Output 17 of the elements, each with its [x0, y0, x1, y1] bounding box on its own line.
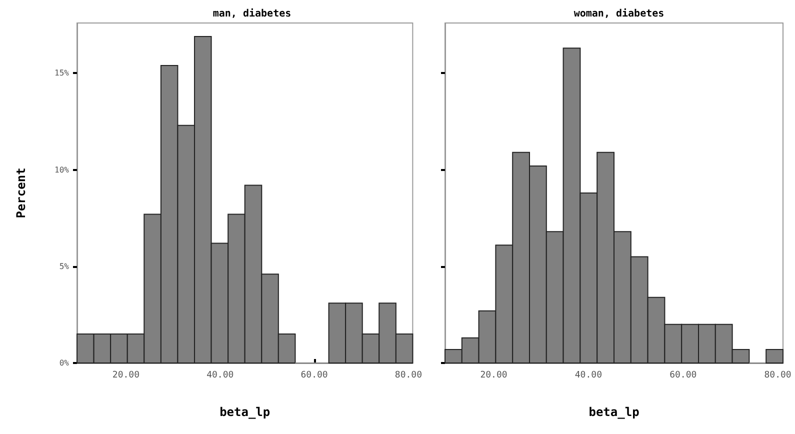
- x-tick-label: 20.00: [112, 370, 140, 380]
- y-tick-label: 10%: [54, 165, 70, 174]
- y-tick-label: 15%: [54, 68, 70, 78]
- chart-title: woman, diabetes: [574, 8, 664, 20]
- x-tick-label: 60.00: [670, 370, 697, 380]
- x-tick-label: 20.00: [480, 370, 508, 380]
- x-tick-label: 40.00: [206, 370, 234, 380]
- x-tick-label: 40.00: [574, 370, 602, 380]
- x-tick-label: 80.00: [764, 370, 792, 380]
- y-axis-title: Percent: [14, 168, 28, 218]
- x-axis-title: beta_lp: [588, 405, 640, 419]
- x-tick-label: 60.00: [300, 370, 328, 380]
- y-tick-label: 0%: [59, 358, 70, 368]
- x-axis-title: beta_lp: [220, 405, 270, 419]
- x-tick-label: 80.00: [394, 370, 422, 380]
- chart-title: man, diabetes: [212, 8, 292, 20]
- y-tick-label: 5%: [59, 262, 70, 271]
